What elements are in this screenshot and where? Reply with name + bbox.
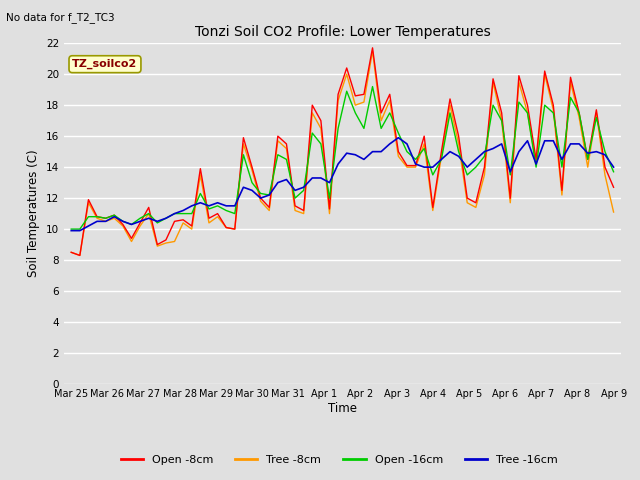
Y-axis label: Soil Temperatures (C): Soil Temperatures (C) xyxy=(28,150,40,277)
Legend: Open -8cm, Tree -8cm, Open -16cm, Tree -16cm: Open -8cm, Tree -8cm, Open -16cm, Tree -… xyxy=(116,451,563,469)
X-axis label: Time: Time xyxy=(328,402,357,415)
Text: No data for f_T2_TC3: No data for f_T2_TC3 xyxy=(6,12,115,23)
Title: Tonzi Soil CO2 Profile: Lower Temperatures: Tonzi Soil CO2 Profile: Lower Temperatur… xyxy=(195,25,490,39)
Text: TZ_soilco2: TZ_soilco2 xyxy=(72,59,138,69)
